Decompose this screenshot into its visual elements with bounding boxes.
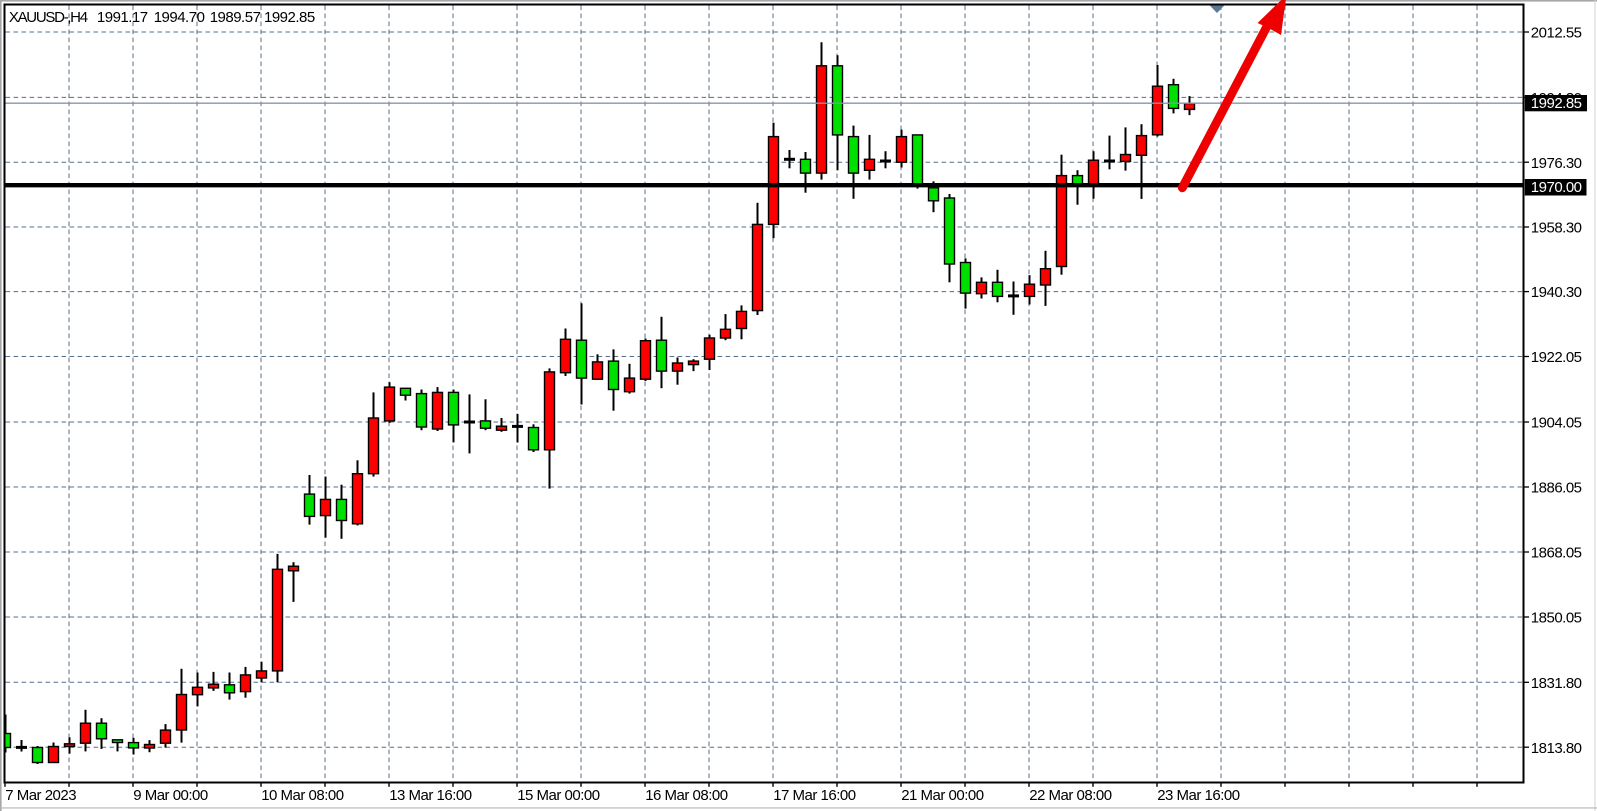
svg-text:1970.00: 1970.00: [1531, 179, 1582, 196]
svg-text:1922.05: 1922.05: [1531, 349, 1582, 366]
svg-text:9 Mar 00:00: 9 Mar 00:00: [133, 787, 208, 804]
svg-text:2012.55: 2012.55: [1531, 25, 1582, 42]
svg-text:17 Mar 16:00: 17 Mar 16:00: [773, 787, 856, 804]
svg-text:1989.57: 1989.57: [210, 9, 261, 26]
svg-text:1991.17: 1991.17: [97, 9, 148, 26]
svg-text:1850.05: 1850.05: [1531, 610, 1582, 627]
svg-text:1813.80: 1813.80: [1531, 740, 1582, 757]
svg-text:1940.30: 1940.30: [1531, 284, 1582, 301]
svg-text:XAUUSD-,H4: XAUUSD-,H4: [9, 9, 88, 26]
svg-text:1992.85: 1992.85: [264, 9, 315, 26]
svg-text:22 Mar 08:00: 22 Mar 08:00: [1029, 787, 1112, 804]
svg-text:1831.80: 1831.80: [1531, 675, 1582, 692]
svg-text:1886.05: 1886.05: [1531, 480, 1582, 497]
svg-text:23 Mar 16:00: 23 Mar 16:00: [1157, 787, 1240, 804]
svg-text:1904.05: 1904.05: [1531, 415, 1582, 432]
svg-text:7 Mar 2023: 7 Mar 2023: [5, 787, 76, 804]
svg-text:1868.05: 1868.05: [1531, 545, 1582, 562]
svg-text:1994.70: 1994.70: [154, 9, 205, 26]
svg-text:1958.30: 1958.30: [1531, 220, 1582, 237]
svg-text:13 Mar 16:00: 13 Mar 16:00: [389, 787, 472, 804]
svg-text:16 Mar 08:00: 16 Mar 08:00: [645, 787, 728, 804]
svg-text:1992.85: 1992.85: [1531, 95, 1582, 112]
svg-text:21 Mar 00:00: 21 Mar 00:00: [901, 787, 984, 804]
svg-text:15 Mar 00:00: 15 Mar 00:00: [517, 787, 600, 804]
svg-text:10 Mar 08:00: 10 Mar 08:00: [261, 787, 344, 804]
svg-text:1976.30: 1976.30: [1531, 155, 1582, 172]
